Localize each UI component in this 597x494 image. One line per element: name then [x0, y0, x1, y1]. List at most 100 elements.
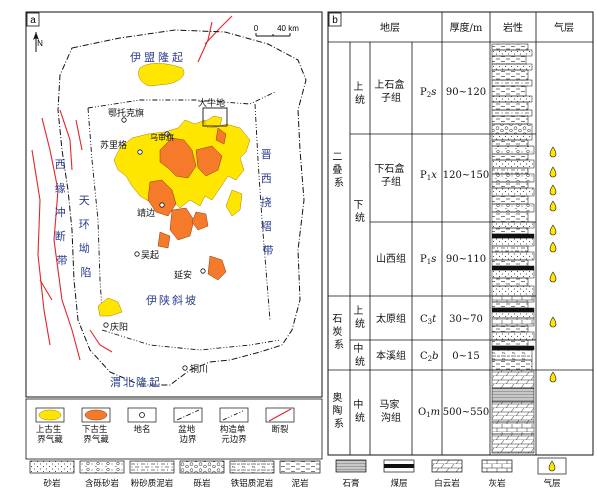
gas-layer-markers	[549, 146, 557, 383]
thickness-shangshihezi: 90~120	[446, 87, 486, 98]
legend-label-gas-layer: 气层	[543, 478, 560, 489]
series-upper-permian: 上 统	[353, 81, 366, 106]
legend-label-upper-gas: 上古生 界气藏	[36, 424, 64, 445]
place-marker-wuqi	[134, 251, 140, 257]
place-marker-sulige	[137, 149, 143, 155]
lith-swatch-silty-mudstone	[129, 460, 175, 474]
series-lower-permian: 下 统	[353, 200, 366, 224]
north-arrow-icon: N	[33, 32, 43, 52]
lith-swatch-conglomerate	[179, 460, 225, 474]
header-thickness: 厚度/m	[450, 21, 483, 34]
header-strata: 地层	[380, 21, 400, 34]
legend-swatch-dolomite	[431, 459, 463, 473]
lith-label-mudstone: 泥岩	[291, 478, 309, 489]
place-label-jingbian: 靖边	[137, 207, 155, 219]
gas-layer-icon	[549, 146, 557, 158]
formation-name-shangshihezi: 上石盒 子组	[374, 78, 407, 104]
place-label-sulige: 苏里格	[100, 139, 127, 151]
legend-swatch-gas-layer	[537, 457, 567, 475]
upper-gas-reservoir-icon	[35, 407, 65, 423]
place-name-icon	[127, 407, 157, 423]
gas-layer-icon	[549, 166, 557, 178]
thickness-shanxi: 90~110	[446, 254, 486, 265]
formation-code-taiyuan: C3t	[420, 314, 437, 326]
lith-swatch-feal-mudstone	[229, 460, 275, 474]
legend-swatch-limestone	[481, 459, 513, 473]
region-label-xiyuan-thrust-belt: 西 缘 冲 断 带	[55, 158, 70, 267]
panel-b-label-box	[328, 12, 342, 27]
thickness-taiyuan: 30~70	[449, 314, 483, 325]
place-marker-ordos	[121, 117, 127, 123]
place-label-wushenqi: 乌审旗	[150, 132, 174, 142]
lith-label-silty-mudstone: 粉砂质泥岩	[131, 478, 174, 489]
strat-legend: 石膏 煤层 白云岩 灰岩 气层	[335, 457, 567, 489]
region-label-yimeng-uplift: 伊盟隆起	[130, 50, 186, 64]
formation-code-majiagou: O1m	[418, 407, 440, 419]
header-lithology: 岩性	[503, 21, 523, 34]
formation-code-shanxi: P1s	[420, 254, 436, 266]
gas-layer-icon	[549, 224, 557, 236]
header-gas: 气层	[554, 21, 574, 34]
gas-layer-icon	[549, 316, 557, 328]
formation-code-benxi: C2b	[420, 351, 439, 363]
legend-label-fault: 断裂	[271, 424, 289, 435]
legend-label-basin-boundary: 盆地 边界	[178, 424, 198, 445]
region-label-jinxi-fold-belt: 晋 西 挠 褶 带	[261, 148, 276, 257]
place-label-yanan: 延安	[174, 269, 192, 281]
place-marker-wushenqi	[164, 131, 170, 137]
place-label-ordos: 鄂托克旗	[108, 107, 144, 119]
gas-layer-icon	[549, 241, 557, 253]
lith-label-pebbly-sandstone: 含砾砂岩	[85, 478, 120, 489]
formation-name-xiashihezi: 下石盒 子组	[374, 162, 407, 188]
formation-name-shanxi: 山西组	[376, 252, 406, 265]
panel-a-label: a	[30, 15, 36, 26]
thickness-xiashihezi: 120~150	[443, 170, 490, 181]
legend-label-unit-boundary: 构造单 元边界	[220, 424, 248, 445]
system-permian: 二 叠 系	[332, 152, 345, 189]
legend-label-gypsum: 石膏	[342, 478, 359, 489]
formation-name-benxi: 本溪组	[376, 349, 406, 362]
system-ordovician: 奥 陶 系	[332, 391, 345, 430]
series-upper-carboniferous: 上 统	[353, 305, 366, 330]
lith-label-conglomerate: 砾岩	[193, 478, 211, 489]
series-middle-ordovician: 中 统	[353, 398, 366, 424]
series-middle-carboniferous: 中 统	[353, 342, 366, 368]
strat-frame	[327, 11, 594, 456]
legend-label-limestone: 灰岩	[488, 478, 506, 489]
place-label-tongchuan: 铜川	[190, 363, 208, 375]
formation-code-xiashihezi: P1x	[420, 170, 437, 182]
fault-lines	[31, 15, 233, 361]
legend-label-dolomite: 白云岩	[434, 478, 460, 489]
lower-gas-reservoirs	[147, 127, 227, 281]
gas-layer-icon	[549, 271, 557, 283]
formation-name-taiyuan: 太原组	[376, 312, 406, 325]
thickness-majiagou: 500~550	[443, 407, 490, 418]
fault-icon	[265, 407, 295, 423]
legend-label-coal: 煤层	[390, 478, 407, 489]
scale-label-zero: 0	[254, 24, 259, 33]
lith-swatch-pebbly-sandstone	[79, 460, 125, 474]
legend-label-place-name: 地名	[133, 424, 150, 435]
lith-label-sandstone: 砂岩	[43, 478, 61, 489]
map-panel: a N 0 40 km	[25, 11, 323, 398]
panel-b-label: b	[332, 15, 338, 26]
gas-layer-icon	[549, 184, 557, 196]
place-label-qingyang: 庆阳	[110, 321, 128, 333]
place-marker-tongchuan	[182, 365, 188, 371]
place-marker-qingyang	[103, 322, 109, 328]
scale-label-distance: 40 km	[277, 24, 299, 33]
legend-swatch-gypsum	[335, 459, 367, 473]
daniudi-box	[202, 107, 228, 127]
place-marker-yanan	[200, 268, 206, 274]
north-label: N	[37, 39, 43, 48]
unit-boundary-icon	[219, 407, 249, 423]
place-label-wuqi: 吴起	[141, 250, 159, 261]
formation-name-majiagou: 马家 沟组	[379, 398, 402, 424]
lith-swatch-sandstone	[29, 460, 75, 474]
thickness-benxi: 0~15	[452, 351, 479, 362]
strat-panel: b 地层 厚度/m 岩性 气层 二 叠	[327, 11, 594, 456]
system-carboniferous: 石 炭 系	[332, 314, 345, 351]
place-marker-jingbian	[159, 202, 165, 208]
lith-label-feal-mudstone: 铁铝质泥岩	[231, 478, 274, 489]
